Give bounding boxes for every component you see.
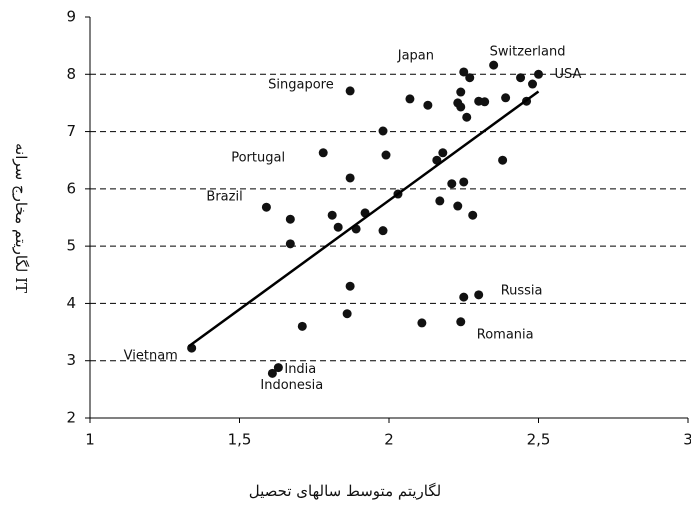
point-label: Indonesia — [260, 378, 323, 393]
point — [474, 290, 483, 299]
point — [465, 73, 474, 82]
point — [379, 126, 388, 135]
point — [453, 202, 462, 211]
point-label: Romania — [477, 327, 534, 342]
y-tick-label: 4 — [66, 294, 76, 312]
y-tick-label: 7 — [66, 122, 76, 140]
point — [319, 148, 328, 157]
y-tick-label: 2 — [66, 409, 76, 427]
point — [498, 156, 507, 165]
y-axis-label: لگاریتم مخارج سرانه IT — [12, 143, 30, 293]
y-tick-label: 6 — [66, 179, 76, 197]
point — [480, 97, 489, 106]
x-tick-label: 2 — [384, 431, 394, 449]
point-label: Japan — [397, 48, 434, 63]
point — [435, 196, 444, 205]
point — [459, 177, 468, 186]
x-tick-label: 1,5 — [228, 431, 252, 449]
point-label: India — [284, 362, 316, 377]
point — [262, 203, 271, 212]
y-tick-label: 3 — [66, 351, 76, 369]
point-label: Brazil — [206, 190, 242, 205]
point — [286, 215, 295, 224]
point — [459, 293, 468, 302]
point — [462, 113, 471, 122]
x-tick-label: 2,5 — [527, 431, 551, 449]
point-label: USA — [555, 67, 582, 82]
x-axis-label: لگاریتم متوسط سالهای تحصیل — [249, 482, 441, 500]
point — [382, 151, 391, 160]
chart: لگاریتم متوسط سالهای تحصیل لگاریتم مخارج… — [0, 0, 691, 504]
point — [468, 211, 477, 220]
point — [438, 148, 447, 157]
point — [534, 70, 543, 79]
point — [334, 223, 343, 232]
point — [417, 318, 426, 327]
point — [343, 309, 352, 318]
point-label: Vietnam — [124, 349, 178, 364]
point — [489, 61, 498, 70]
trend-line — [189, 91, 539, 346]
point — [346, 86, 355, 95]
x-tick-label: 1 — [85, 431, 95, 449]
point — [298, 322, 307, 331]
point — [528, 80, 537, 89]
point — [346, 173, 355, 182]
x-tick-label: 3 — [683, 431, 691, 449]
point-label: Russia — [501, 283, 543, 298]
y-tick-label: 5 — [66, 237, 76, 255]
point — [447, 179, 456, 188]
point — [456, 88, 465, 97]
y-tick-label: 8 — [66, 65, 76, 83]
point-label: Singapore — [268, 77, 334, 92]
point — [456, 102, 465, 111]
point-label: Switzerland — [490, 45, 566, 60]
point — [516, 73, 525, 82]
point — [379, 226, 388, 235]
point-label: Portugal — [231, 150, 285, 165]
point — [346, 282, 355, 291]
point — [405, 94, 414, 103]
point — [423, 101, 432, 110]
point — [268, 369, 277, 378]
y-tick-label: 9 — [66, 8, 76, 26]
point — [501, 93, 510, 102]
point — [456, 317, 465, 326]
point — [328, 211, 337, 220]
point — [286, 239, 295, 248]
